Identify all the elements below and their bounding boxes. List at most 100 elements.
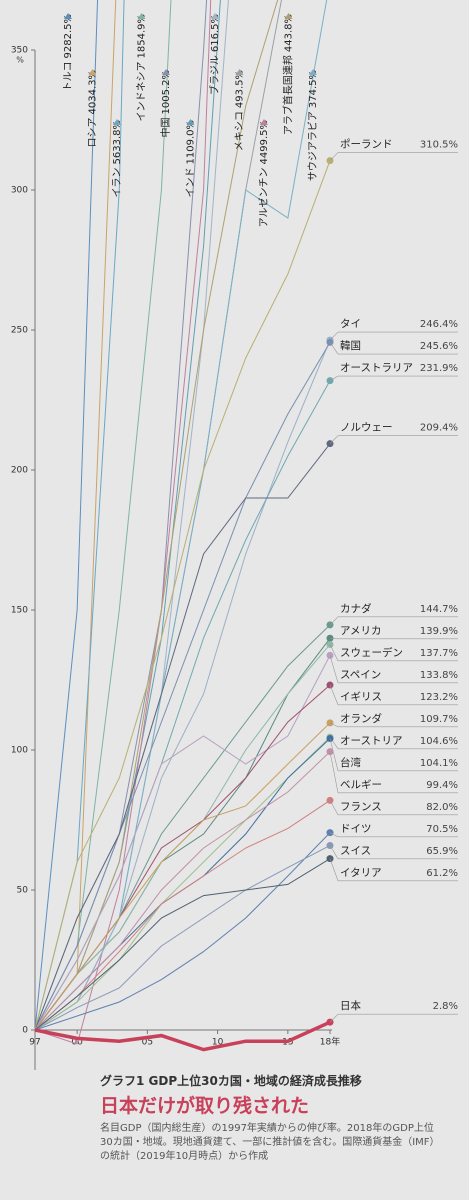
overflow-arrow [64,13,72,19]
series-label: ポーランド [340,139,393,151]
y-tick-label: 50 [17,886,29,896]
y-tick-label: 200 [11,466,28,476]
value-label: 144.7% [420,604,458,615]
series-label: オランダ [340,712,382,725]
y-unit: % [16,56,24,65]
series-line [34,751,331,1031]
series-label: 中国 1005.2% [159,70,172,138]
leader [329,616,339,626]
series-name: インドネシア [136,62,148,122]
value-label: 245.6% [420,341,458,352]
leader [329,1013,339,1023]
series-label: アメリカ [340,625,381,637]
overflow-arrow [137,13,146,19]
value-label: 374.5% [308,70,319,108]
leader [329,845,339,859]
leader [329,637,339,640]
y-tick-label: 250 [11,326,28,336]
caption: グラフ1 GDP上位30カ国・地域の経済成長推移 日本だけが取り残された 名目G… [100,1072,440,1164]
series-name: メキシコ [235,111,246,151]
series-label: インド 1109.0% [186,120,197,198]
overflow-arrow [260,119,268,125]
leader [329,832,339,838]
value-label: 123.2% [420,692,458,703]
value-label: 1109.0% [186,120,197,165]
series-label: アラブ首長国連邦 443.8% [282,14,295,135]
value-label: 616.5% [210,14,221,52]
series-line [34,655,331,1031]
value-label: 61.2% [426,868,458,879]
series-line [34,339,331,1031]
series-label: スイス [340,845,371,857]
leader [329,655,339,683]
value-label: 139.9% [420,626,458,637]
leader [329,858,339,881]
leader [329,644,339,661]
series-label: ドイツ [340,823,372,835]
series-label: ノルウェー [340,422,393,434]
leader [329,152,339,161]
series-line [34,342,331,1031]
value-label: 104.6% [420,736,458,747]
series-label: 韓国 [340,340,361,352]
overflow-arrow [88,69,97,75]
value-label: 99.4% [426,780,458,791]
value-label: 246.4% [420,319,458,330]
y-tick-label: 300 [11,186,28,196]
series-label: スウェーデン [340,646,403,659]
leader [329,722,339,728]
series-line [34,858,331,1031]
x-tick-label: 97 [29,1038,40,1048]
series-label: ベルギー [340,779,382,791]
x-tick-label: 18年 [320,1036,340,1048]
series-label: カナダ [340,602,372,615]
series-line [34,0,172,1031]
value-label: 231.9% [420,363,458,374]
series-line [34,845,331,1031]
series-label: インドネシア 1854.9% [136,14,148,122]
series-label: トルコ 9282.5% [63,14,74,91]
value-label: 1005.2% [161,70,172,115]
series-name: アラブ首長国連邦 [282,55,295,135]
series-line [34,832,331,1031]
series-line [34,160,331,1031]
overflow-arrow [284,13,293,19]
series-label: スペイン [340,669,381,681]
series-label: ロシア 4034.3% [88,70,99,148]
series-label: ブラジル 616.5% [208,14,221,95]
series-line [34,0,229,1031]
leader [329,375,339,381]
series-label: 台湾 [340,756,361,769]
series-name: サウジアラビア [307,111,319,181]
leader [329,435,339,444]
series-line [34,0,125,1031]
overflow-arrow [211,13,219,19]
chart-title: グラフ1 GDP上位30カ国・地域の経済成長推移 [100,1074,362,1088]
value-label: 133.8% [420,670,458,681]
series-label: メキシコ 493.5% [235,70,246,151]
value-label: 4499.5% [259,120,270,165]
lines [34,0,331,1052]
leader [329,684,339,705]
series-line [34,736,331,1031]
series-line [34,0,279,1031]
series-label: フランス [340,801,382,813]
value-label: 82.0% [426,802,458,813]
series-label: オーストリア [340,735,402,747]
series-label: アルゼンチン 4499.5% [258,120,270,227]
series-label: イギリス [340,691,382,703]
value-label: 493.5% [235,70,246,108]
value-label: 5633.8% [112,120,123,165]
value-label: 137.7% [420,648,458,659]
value-label: 209.4% [420,423,458,434]
series-name: インド [186,168,197,198]
x-tick-label: 05 [142,1038,153,1048]
series-label: タイ [340,318,361,330]
headline: 日本だけが取り残された [100,1095,310,1117]
leader [329,331,339,341]
series-label: イラン 5633.8% [111,120,123,198]
overflow-arrow [309,69,317,75]
series-line [34,1020,331,1052]
